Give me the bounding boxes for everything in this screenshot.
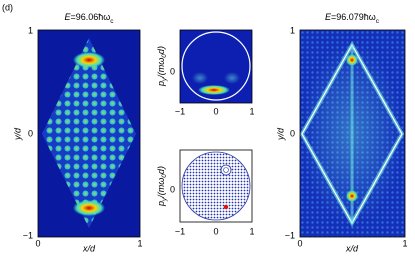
orbit bbox=[223, 167, 229, 173]
y-tick-label: 0 bbox=[170, 184, 175, 194]
title-sub: c bbox=[110, 18, 114, 25]
label-part: d) bbox=[156, 166, 166, 174]
y-tick-label: −1 bbox=[23, 230, 33, 240]
panel-middle-top: 0 −1 0 1 py/(mω0d) bbox=[156, 29, 255, 116]
label-part: p bbox=[156, 81, 166, 87]
y-tick-label: 0 bbox=[170, 66, 175, 76]
x-tick-label: 1 bbox=[249, 226, 254, 236]
x-label: x/d bbox=[345, 243, 359, 253]
y-tick-label: −1 bbox=[285, 230, 295, 240]
glow bbox=[224, 72, 240, 84]
title-part: =96.06ħω bbox=[70, 12, 110, 22]
y-label: py/(mω0d) bbox=[156, 46, 167, 87]
y-tick-label: 1 bbox=[290, 25, 295, 35]
label-part: /(mω bbox=[156, 58, 166, 79]
label-sub: y bbox=[161, 197, 168, 202]
x-tick-label: 1 bbox=[249, 106, 254, 116]
title-part: E bbox=[64, 12, 71, 22]
panel-title: E=96.06ħωc bbox=[64, 12, 114, 24]
marker bbox=[223, 204, 229, 210]
y-label: py/(mω0d) bbox=[156, 166, 167, 207]
hotspot bbox=[346, 190, 358, 202]
label-sub: 0 bbox=[161, 54, 168, 58]
x-tick-label: 1 bbox=[402, 238, 407, 248]
label-sub: y bbox=[161, 77, 168, 82]
poincare-section bbox=[181, 151, 251, 221]
orbit bbox=[220, 164, 232, 176]
x-tick-label: −1 bbox=[175, 226, 185, 236]
y-tick-label: 1 bbox=[28, 25, 33, 35]
title-sub: c bbox=[376, 18, 380, 25]
hotspot bbox=[73, 200, 105, 216]
label-part: /(mω bbox=[156, 178, 166, 199]
x-tick-label: 0 bbox=[35, 238, 40, 248]
glow bbox=[192, 72, 208, 84]
heatmap bbox=[42, 38, 136, 228]
y-tick-label: 0 bbox=[28, 128, 33, 138]
x-label: x/d bbox=[82, 243, 96, 253]
label-part: d) bbox=[156, 46, 166, 54]
y-tick-label: 0 bbox=[290, 128, 295, 138]
x-tick-label: 0 bbox=[213, 106, 218, 116]
x-tick-label: 0 bbox=[297, 238, 302, 248]
frame bbox=[299, 29, 406, 238]
x-tick-label: 1 bbox=[137, 238, 142, 248]
panel-left: E=96.06ħωc 1 0 −1 0 1 x/d y/d bbox=[12, 12, 142, 253]
y-label: y/d bbox=[275, 127, 285, 141]
label-sub: 0 bbox=[161, 174, 168, 178]
title-part: E bbox=[325, 12, 332, 22]
label-part: p bbox=[156, 201, 166, 207]
panel-label: (d) bbox=[2, 2, 13, 12]
panel-middle-bottom: 0 −1 0 1 py/(mω0d) bbox=[156, 149, 255, 236]
frame bbox=[179, 29, 253, 104]
frame bbox=[179, 149, 253, 223]
x-tick-label: 0 bbox=[213, 226, 218, 236]
hotspot bbox=[346, 54, 358, 66]
panel-right: E=96.079ħωc 1 0 −1 0 1 x/d y/d bbox=[275, 12, 407, 253]
hotspot bbox=[73, 52, 105, 68]
x-tick-label: −1 bbox=[175, 106, 185, 116]
circle bbox=[181, 31, 251, 101]
hotspot bbox=[198, 85, 230, 95]
y-label: y/d bbox=[12, 127, 22, 141]
panel-title: E=96.079ħωc bbox=[325, 12, 380, 24]
title-part: =96.079ħω bbox=[331, 12, 376, 22]
frame bbox=[37, 29, 141, 238]
